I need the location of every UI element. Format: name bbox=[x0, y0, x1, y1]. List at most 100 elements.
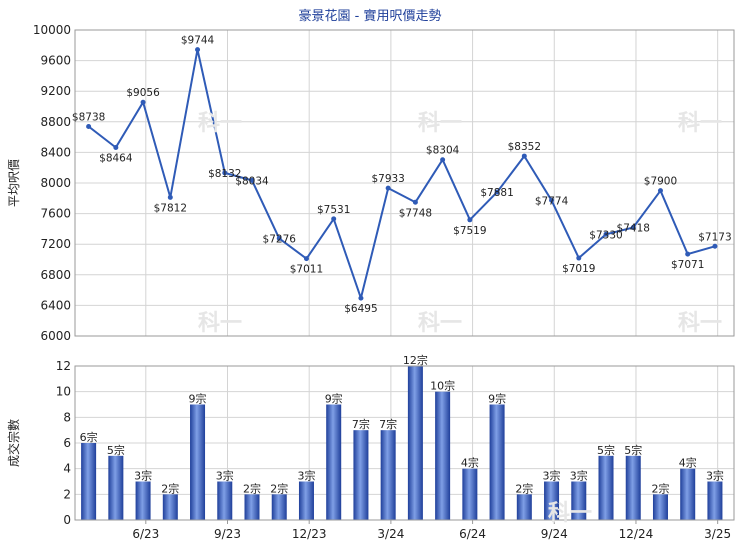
count-bar bbox=[190, 404, 206, 520]
count-data-label: 7宗 bbox=[379, 417, 397, 431]
count-data-label: 10宗 bbox=[430, 379, 455, 393]
count-bar bbox=[652, 494, 668, 520]
price-point bbox=[113, 145, 119, 151]
count-data-label: 3宗 bbox=[216, 469, 234, 483]
price-point bbox=[86, 124, 92, 130]
count-bar bbox=[271, 494, 287, 520]
watermark-text: 科一 bbox=[678, 111, 722, 136]
watermark-text: 科一 bbox=[678, 311, 722, 336]
price-point bbox=[167, 194, 173, 200]
count-bar bbox=[353, 430, 369, 520]
count-bar bbox=[489, 404, 505, 520]
price-y-axis-label: 平均呎價 bbox=[7, 159, 21, 207]
price-data-label: $7812 bbox=[154, 202, 187, 214]
price-data-label: $7933 bbox=[371, 173, 404, 185]
count-y-tick-label: 10 bbox=[56, 385, 71, 399]
count-x-tick-label: 12/23 bbox=[292, 527, 327, 541]
price-point bbox=[685, 251, 691, 257]
price-y-tick-label: 9600 bbox=[40, 54, 71, 68]
count-bar bbox=[707, 481, 723, 520]
count-bar bbox=[544, 481, 560, 520]
count-bar bbox=[135, 481, 151, 520]
count-data-label: 3宗 bbox=[706, 469, 724, 483]
price-point bbox=[549, 197, 555, 203]
price-point bbox=[440, 157, 446, 163]
count-bar bbox=[298, 481, 314, 520]
count-data-label: 5宗 bbox=[597, 443, 615, 457]
price-point bbox=[249, 177, 255, 183]
price-data-label: $8352 bbox=[508, 141, 541, 153]
price-data-label: $7774 bbox=[535, 195, 569, 207]
price-y-tick-label: 8000 bbox=[40, 176, 71, 190]
count-bar bbox=[244, 494, 260, 520]
count-y-tick-label: 2 bbox=[63, 487, 71, 501]
price-data-label: $7418 bbox=[617, 223, 650, 235]
count-y-tick-label: 12 bbox=[56, 359, 71, 373]
price-y-tick-label: 6000 bbox=[40, 329, 71, 343]
count-data-label: 6宗 bbox=[80, 430, 98, 444]
count-data-label: 2宗 bbox=[270, 481, 288, 495]
price-y-tick-label: 10000 bbox=[33, 23, 71, 37]
count-data-label: 9宗 bbox=[488, 392, 506, 406]
price-data-label: $7011 bbox=[290, 264, 323, 276]
price-data-label: $7881 bbox=[480, 187, 513, 199]
count-data-label: 3宗 bbox=[570, 469, 588, 483]
price-point bbox=[603, 231, 609, 237]
count-y-tick-label: 0 bbox=[63, 513, 71, 527]
price-data-label: $8304 bbox=[426, 145, 460, 157]
watermark-text: 科一 bbox=[548, 501, 592, 526]
price-point bbox=[140, 99, 146, 105]
price-data-label: $8738 bbox=[72, 112, 105, 124]
price-data-label: $8132 bbox=[208, 168, 241, 180]
count-x-tick-label: 6/24 bbox=[459, 527, 486, 541]
price-series: $8738 $8464 $9056 $7812 $9744 $8132$8034 $7276… bbox=[72, 35, 732, 316]
count-data-label: 3宗 bbox=[543, 469, 561, 483]
count-data-label: 9宗 bbox=[189, 392, 207, 406]
price-data-label: $7330 bbox=[589, 229, 622, 241]
watermark-text: 科一 bbox=[418, 311, 462, 336]
price-data-label: $8464 bbox=[99, 153, 133, 165]
count-bar bbox=[108, 455, 124, 520]
price-line bbox=[87, 48, 716, 300]
count-x-tick-label: 6/23 bbox=[132, 527, 159, 541]
price-y-tick-label: 7600 bbox=[40, 207, 71, 221]
count-data-label: 7宗 bbox=[352, 417, 370, 431]
count-data-label: 2宗 bbox=[651, 481, 669, 495]
price-y-tick-label: 9200 bbox=[40, 84, 71, 98]
count-y-tick-label: 8 bbox=[63, 410, 71, 424]
price-y-tick-label: 8400 bbox=[40, 145, 71, 159]
price-data-label: $7173 bbox=[698, 231, 731, 243]
price-point bbox=[467, 217, 473, 223]
price-data-label: $8034 bbox=[235, 175, 269, 187]
count-data-label: 2宗 bbox=[161, 481, 179, 495]
watermark-text: 科一 bbox=[198, 311, 242, 336]
count-bar bbox=[81, 443, 97, 520]
price-data-label: $7519 bbox=[453, 225, 486, 237]
count-data-label: 5宗 bbox=[624, 443, 642, 457]
price-y-ticks: 6000 6400 6800 7200 7600 8000 8400 8800 9200 9600… bbox=[33, 23, 71, 343]
count-y-ticks: 0 2 4 6 8 10 12 bbox=[56, 359, 71, 527]
count-bar bbox=[571, 481, 587, 520]
count-bar bbox=[435, 391, 451, 520]
price-data-label: $7276 bbox=[263, 233, 297, 245]
price-point bbox=[385, 185, 391, 191]
count-y-tick-label: 4 bbox=[63, 462, 71, 476]
count-data-label: 4宗 bbox=[461, 456, 479, 470]
price-point bbox=[276, 235, 282, 241]
price-point bbox=[331, 216, 337, 222]
count-bar bbox=[625, 455, 641, 520]
price-point bbox=[494, 189, 500, 195]
count-bar bbox=[162, 494, 178, 520]
count-bar bbox=[680, 468, 696, 520]
count-bar bbox=[462, 468, 478, 520]
price-point bbox=[222, 170, 228, 176]
count-bar bbox=[516, 494, 532, 520]
count-x-tick-label: 9/24 bbox=[541, 527, 568, 541]
price-point bbox=[303, 256, 309, 262]
count-bar bbox=[380, 430, 396, 520]
count-data-label: 9宗 bbox=[325, 392, 343, 406]
count-bar bbox=[217, 481, 233, 520]
count-bar bbox=[598, 455, 614, 520]
